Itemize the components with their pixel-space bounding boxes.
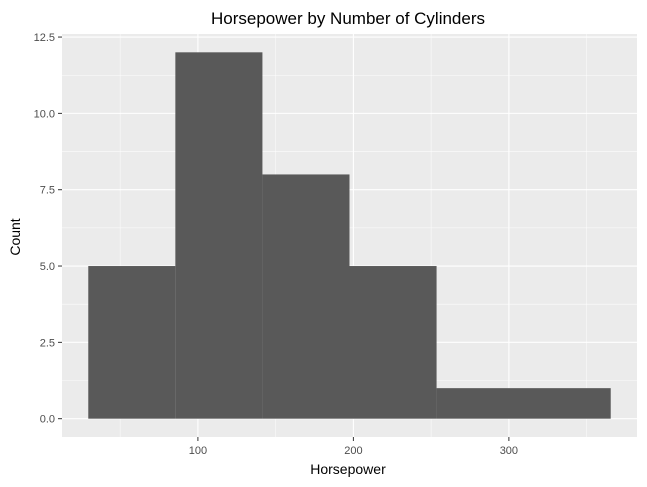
y-tick-label: 5.0 <box>40 261 55 273</box>
x-tick-labels: 100 200 300 <box>189 445 518 457</box>
histogram-bar-3 <box>262 174 350 419</box>
x-axis-title: Horsepower <box>310 461 386 477</box>
y-tick-label: 0.0 <box>40 414 55 426</box>
x-tick-label: 200 <box>344 445 362 457</box>
y-tick-label: 2.5 <box>40 337 55 349</box>
histogram-bar-5 <box>436 388 611 419</box>
y-tick-labels: 0.0 2.5 5.0 7.5 10.0 12.5 <box>34 32 55 426</box>
y-tick-label: 10.0 <box>34 108 55 120</box>
y-tick-label: 7.5 <box>40 185 55 197</box>
axis-ticks <box>58 36 510 441</box>
histogram-bar-4 <box>349 266 437 419</box>
bars <box>88 52 611 419</box>
histogram-bar-1 <box>88 266 176 419</box>
y-tick-label: 12.5 <box>34 32 55 44</box>
y-axis-title: Count <box>7 218 23 255</box>
x-tick-label: 100 <box>189 445 207 457</box>
chart-title: Horsepower by Number of Cylinders <box>211 9 485 28</box>
x-tick-label: 300 <box>500 445 518 457</box>
histogram-bar-2 <box>175 52 263 419</box>
